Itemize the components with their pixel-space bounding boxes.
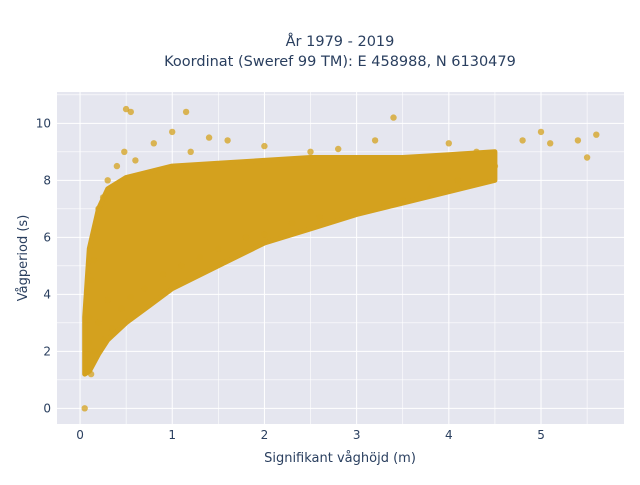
data-points	[81, 105, 600, 412]
data-point	[307, 148, 314, 155]
data-point	[316, 214, 323, 221]
x-tick-labels: 0 1 2 3 4 5	[76, 428, 545, 442]
data-point	[390, 114, 397, 121]
x-tick-label: 4	[445, 428, 453, 442]
y-tick-label: 8	[43, 173, 51, 187]
data-point	[371, 137, 379, 144]
data-point	[99, 336, 107, 344]
data-point	[399, 197, 406, 204]
data-point	[519, 137, 526, 144]
data-point	[90, 348, 98, 355]
data-point	[491, 162, 499, 170]
data-point	[261, 231, 268, 238]
data-point	[81, 405, 88, 412]
data-point	[445, 140, 452, 147]
data-point	[99, 194, 107, 201]
data-point	[205, 134, 213, 141]
data-point	[150, 140, 157, 147]
data-point	[127, 108, 134, 116]
y-tick-labels: 0 2 4 6 8 10	[36, 116, 51, 415]
data-point	[104, 177, 111, 184]
data-point	[427, 185, 434, 193]
data-point	[87, 370, 95, 378]
data-point	[537, 128, 545, 136]
data-point	[118, 305, 125, 312]
data-point	[86, 339, 93, 346]
data-point	[127, 294, 134, 301]
y-tick-label: 10	[36, 116, 51, 130]
chart-title-line-2: Koordinat (Sweref 99 TM): E 458988, N 61…	[164, 54, 516, 70]
data-point	[288, 219, 296, 227]
x-tick-label: 3	[353, 428, 361, 442]
y-tick-label: 4	[43, 287, 51, 301]
data-point	[335, 145, 342, 153]
data-point	[169, 128, 176, 136]
chart-title-line-1: År 1979 - 2019	[286, 33, 395, 50]
data-point	[84, 351, 91, 358]
data-point	[132, 157, 139, 164]
data-point	[178, 262, 185, 269]
data-point	[83, 365, 90, 372]
y-tick-label: 0	[43, 401, 51, 415]
data-point	[95, 319, 102, 326]
data-point	[224, 137, 231, 144]
x-tick-label: 5	[537, 428, 545, 442]
dense-point-cloud	[82, 149, 498, 377]
data-point	[109, 325, 116, 332]
data-point	[182, 108, 190, 116]
data-point	[113, 162, 121, 170]
data-point	[95, 205, 102, 212]
data-point	[353, 208, 360, 215]
y-tick-label: 6	[43, 230, 51, 244]
data-point	[187, 148, 194, 155]
x-tick-label: 1	[168, 428, 176, 442]
grid-lines	[57, 92, 624, 424]
data-point	[159, 271, 167, 278]
y-tick-label: 2	[43, 344, 51, 358]
data-point	[86, 313, 93, 321]
data-point	[547, 140, 554, 147]
x-axis-title: Signifikant våghöjd (m)	[264, 451, 416, 466]
data-point	[261, 142, 268, 150]
data-point	[381, 199, 388, 207]
data-point	[122, 105, 130, 113]
x-tick-label: 0	[76, 428, 84, 442]
data-point	[121, 148, 128, 155]
data-point	[574, 137, 582, 144]
data-point	[242, 234, 250, 241]
data-point	[196, 254, 204, 261]
data-point	[583, 154, 591, 161]
data-point	[93, 225, 100, 232]
data-point	[87, 276, 95, 284]
data-point	[90, 256, 98, 264]
x-tick-label: 2	[261, 428, 269, 442]
data-point	[593, 131, 600, 138]
data-point	[141, 285, 148, 292]
data-point	[104, 296, 111, 304]
data-point	[473, 148, 480, 155]
data-point	[215, 245, 222, 252]
y-axis-title: Vågperiod (s)	[16, 215, 31, 302]
data-point	[454, 177, 462, 184]
